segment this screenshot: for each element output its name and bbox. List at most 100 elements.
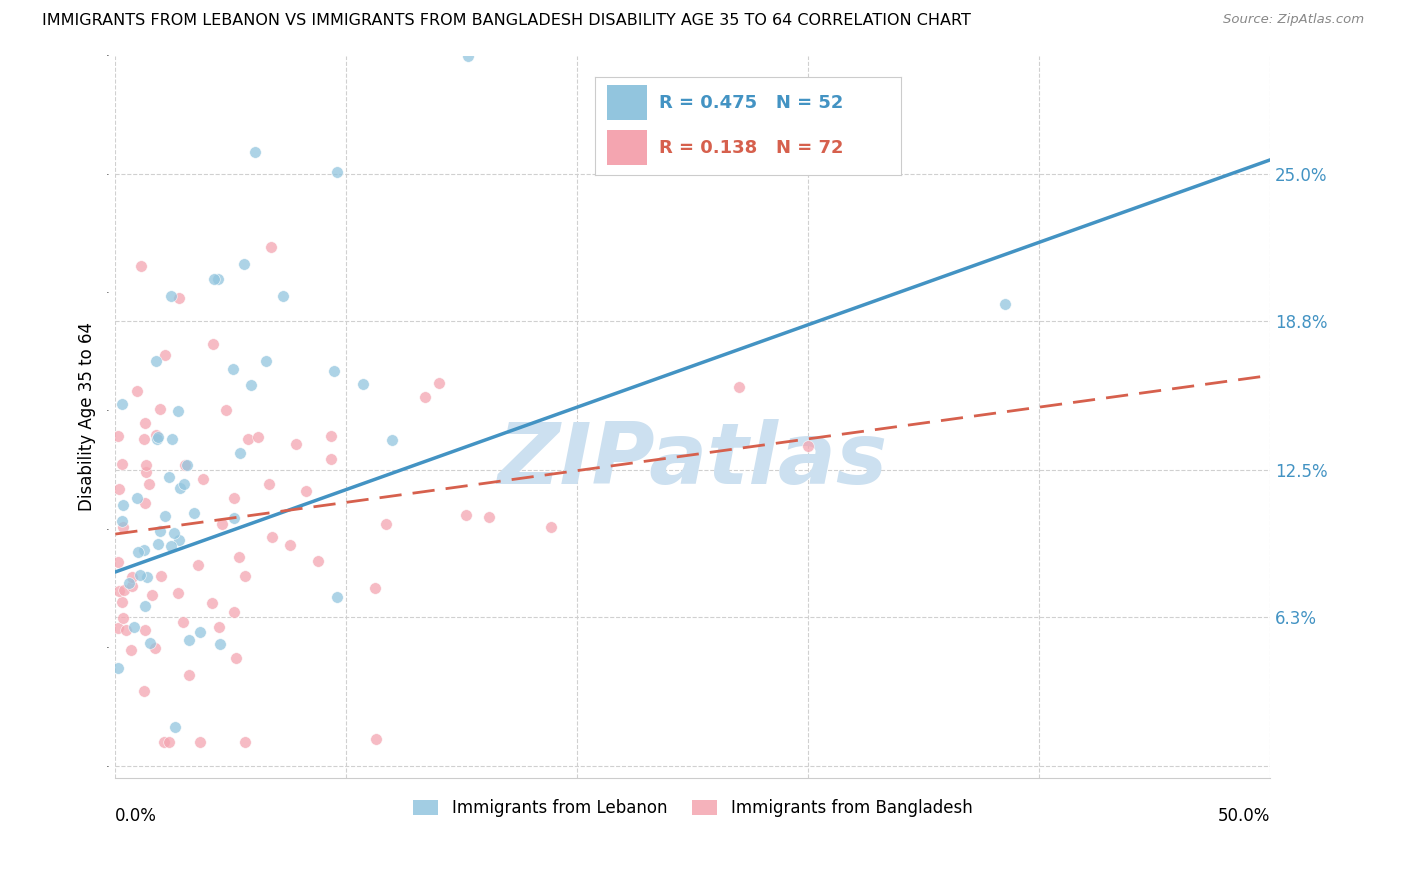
Point bbox=[169, 533, 191, 547]
Point bbox=[239, 378, 262, 392]
Point bbox=[111, 514, 134, 528]
Point bbox=[183, 506, 205, 520]
Point bbox=[413, 390, 436, 404]
Point bbox=[157, 470, 180, 484]
Point bbox=[134, 416, 156, 430]
Text: Source: ZipAtlas.com: Source: ZipAtlas.com bbox=[1223, 13, 1364, 27]
Text: 50.0%: 50.0% bbox=[1218, 807, 1270, 825]
Point bbox=[122, 620, 145, 634]
Point bbox=[208, 620, 231, 634]
Point bbox=[127, 384, 149, 398]
Text: 0.0%: 0.0% bbox=[115, 807, 157, 825]
Point bbox=[150, 568, 173, 582]
Point bbox=[135, 465, 157, 479]
Point bbox=[111, 498, 134, 512]
Point bbox=[375, 517, 398, 532]
Point bbox=[153, 348, 176, 362]
Point bbox=[233, 735, 256, 749]
Point bbox=[202, 271, 225, 285]
Point bbox=[169, 482, 191, 496]
Point bbox=[222, 491, 245, 505]
Point bbox=[167, 291, 190, 305]
Point bbox=[148, 537, 170, 551]
Point bbox=[127, 544, 149, 558]
Point bbox=[319, 429, 342, 443]
Point bbox=[111, 595, 134, 609]
Point bbox=[134, 496, 156, 510]
Point bbox=[222, 605, 245, 619]
Point bbox=[540, 520, 562, 534]
Point bbox=[107, 555, 129, 569]
Point bbox=[149, 524, 172, 538]
Point bbox=[273, 288, 295, 302]
Point bbox=[225, 651, 247, 665]
Point bbox=[146, 430, 169, 444]
Point bbox=[111, 397, 134, 411]
Point bbox=[224, 510, 246, 524]
Point bbox=[165, 720, 187, 734]
Point bbox=[188, 624, 211, 639]
Point bbox=[232, 256, 254, 270]
Point bbox=[233, 569, 256, 583]
Point bbox=[260, 530, 283, 544]
Point bbox=[108, 482, 131, 496]
Point bbox=[381, 434, 404, 448]
Point bbox=[174, 458, 197, 472]
Point bbox=[167, 585, 190, 599]
Point bbox=[112, 582, 135, 597]
Point bbox=[176, 458, 198, 472]
Point bbox=[143, 641, 166, 656]
Point bbox=[120, 643, 142, 657]
Point bbox=[254, 353, 277, 368]
Point bbox=[201, 336, 224, 351]
Point bbox=[323, 364, 346, 378]
Point bbox=[364, 582, 387, 596]
Point bbox=[285, 437, 308, 451]
Point bbox=[132, 432, 155, 446]
Point bbox=[121, 569, 143, 583]
Point bbox=[134, 542, 156, 557]
Point bbox=[728, 380, 751, 394]
Point bbox=[139, 636, 162, 650]
Point bbox=[160, 289, 183, 303]
Point bbox=[146, 432, 169, 446]
Point bbox=[728, 155, 751, 169]
Point bbox=[307, 554, 329, 568]
Point bbox=[207, 272, 229, 286]
Point bbox=[135, 458, 157, 473]
Point bbox=[107, 584, 129, 599]
Point bbox=[257, 476, 280, 491]
Point bbox=[326, 590, 349, 604]
Point bbox=[364, 732, 387, 747]
Point bbox=[211, 516, 233, 531]
Point bbox=[112, 520, 135, 534]
Point bbox=[321, 451, 343, 466]
Legend: Immigrants from Lebanon, Immigrants from Bangladesh: Immigrants from Lebanon, Immigrants from… bbox=[406, 792, 979, 824]
Point bbox=[145, 353, 167, 368]
Point bbox=[994, 297, 1017, 311]
Point bbox=[259, 240, 281, 254]
Text: IMMIGRANTS FROM LEBANON VS IMMIGRANTS FROM BANGLADESH DISABILITY AGE 35 TO 64 CO: IMMIGRANTS FROM LEBANON VS IMMIGRANTS FR… bbox=[42, 13, 972, 29]
Point bbox=[107, 661, 129, 675]
Point bbox=[179, 668, 201, 682]
Point bbox=[173, 476, 195, 491]
Point bbox=[222, 361, 245, 376]
Point bbox=[135, 570, 157, 584]
Point bbox=[115, 623, 138, 637]
Point bbox=[478, 510, 501, 524]
Point bbox=[188, 735, 211, 749]
Point bbox=[187, 558, 209, 573]
Point bbox=[125, 491, 148, 506]
Point bbox=[111, 457, 134, 471]
Point bbox=[141, 588, 163, 602]
Point bbox=[191, 472, 214, 486]
Point bbox=[294, 483, 316, 498]
Point bbox=[153, 735, 176, 749]
Point bbox=[160, 432, 183, 446]
Point bbox=[166, 404, 188, 418]
Point bbox=[177, 633, 200, 648]
Point bbox=[326, 165, 349, 179]
Point bbox=[149, 401, 172, 416]
Point bbox=[228, 549, 250, 564]
Point bbox=[209, 637, 232, 651]
